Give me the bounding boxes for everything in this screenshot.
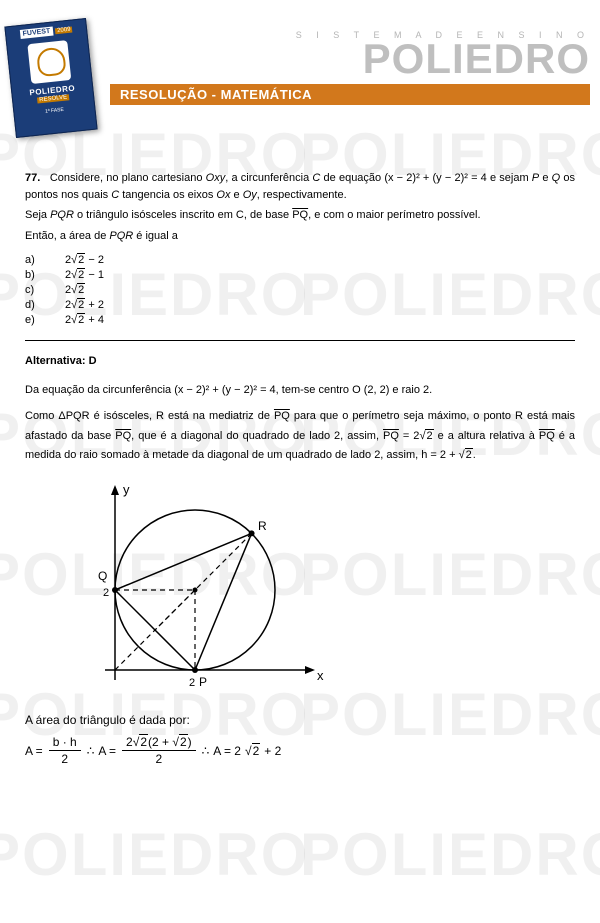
question-statement-3: Então, a área de PQR é igual a [25,228,575,245]
option-d: d)2√2 + 2 [25,299,575,311]
question-statement-2: Seja PQR o triângulo isósceles inscrito … [25,207,575,224]
section-banner: RESOLUÇÃO - MATEMÁTICA [110,84,590,105]
exam-year: 2009 [55,27,73,35]
options-list: a)2√2 − 2 b)2√2 − 1 c)2√2 d)2√2 + 2 e)2√… [25,254,575,326]
watermark: POLIEDRO [300,820,600,889]
answer-label: Alternativa: D [25,355,575,367]
fraction-1: b · h 2 [49,735,81,766]
calc-equation: A = b · h 2 ∴ A = 2√2(2 + √2) 2 ∴ A = 2√… [25,735,575,766]
option-a: a)2√2 − 2 [25,254,575,266]
point-q-label: Q [98,569,107,583]
explanation-p1: Da equação da circunferência (x − 2)² + … [25,381,575,401]
option-e: e)2√2 + 4 [25,314,575,326]
booklet-phase: 1ª FASE [17,104,91,118]
diagram-svg: x y P Q R 2 2 [65,480,325,700]
tick-x: 2 [189,677,195,689]
point-r-label: R [258,519,267,533]
geometry-diagram: x y P Q R 2 2 [65,480,575,703]
booklet-sub: RESOLVE [37,94,69,103]
point-p-label: P [199,675,207,689]
y-axis-label: y [123,482,130,497]
calc-intro: A área do triângulo é dada por: [25,713,575,727]
option-b: b)2√2 − 1 [25,269,575,281]
page-header: FUVEST2009 POLIEDRO RESOLVE 1ª FASE S I … [0,0,600,110]
brand-logo: POLIEDRO [110,40,590,78]
calculation-block: A área do triângulo é dada por: A = b · … [25,713,575,766]
option-c: c)2√2 [25,284,575,296]
explanation-p2: Como ΔPQR é isósceles, R está na mediatr… [25,407,575,466]
exam-name: FUVEST [19,27,53,39]
content-area: 77. Considere, no plano cartesiano Oxy, … [0,110,600,786]
booklet-icon [27,40,71,84]
x-axis-label: x [317,668,324,683]
question-block: 77. Considere, no plano cartesiano Oxy, … [25,170,575,326]
fraction-2: 2√2(2 + √2) 2 [122,735,196,766]
brand-block: S I S T E M A D E E N S I N O POLIEDRO [110,30,590,78]
question-statement-1: 77. Considere, no plano cartesiano Oxy, … [25,170,575,203]
exam-booklet: FUVEST2009 POLIEDRO RESOLVE 1ª FASE [4,18,97,138]
watermark: POLIEDRO [0,820,309,889]
separator [25,340,575,341]
question-number: 77. [25,172,40,184]
explanation-block: Da equação da circunferência (x − 2)² + … [25,381,575,466]
tick-y: 2 [103,587,109,599]
